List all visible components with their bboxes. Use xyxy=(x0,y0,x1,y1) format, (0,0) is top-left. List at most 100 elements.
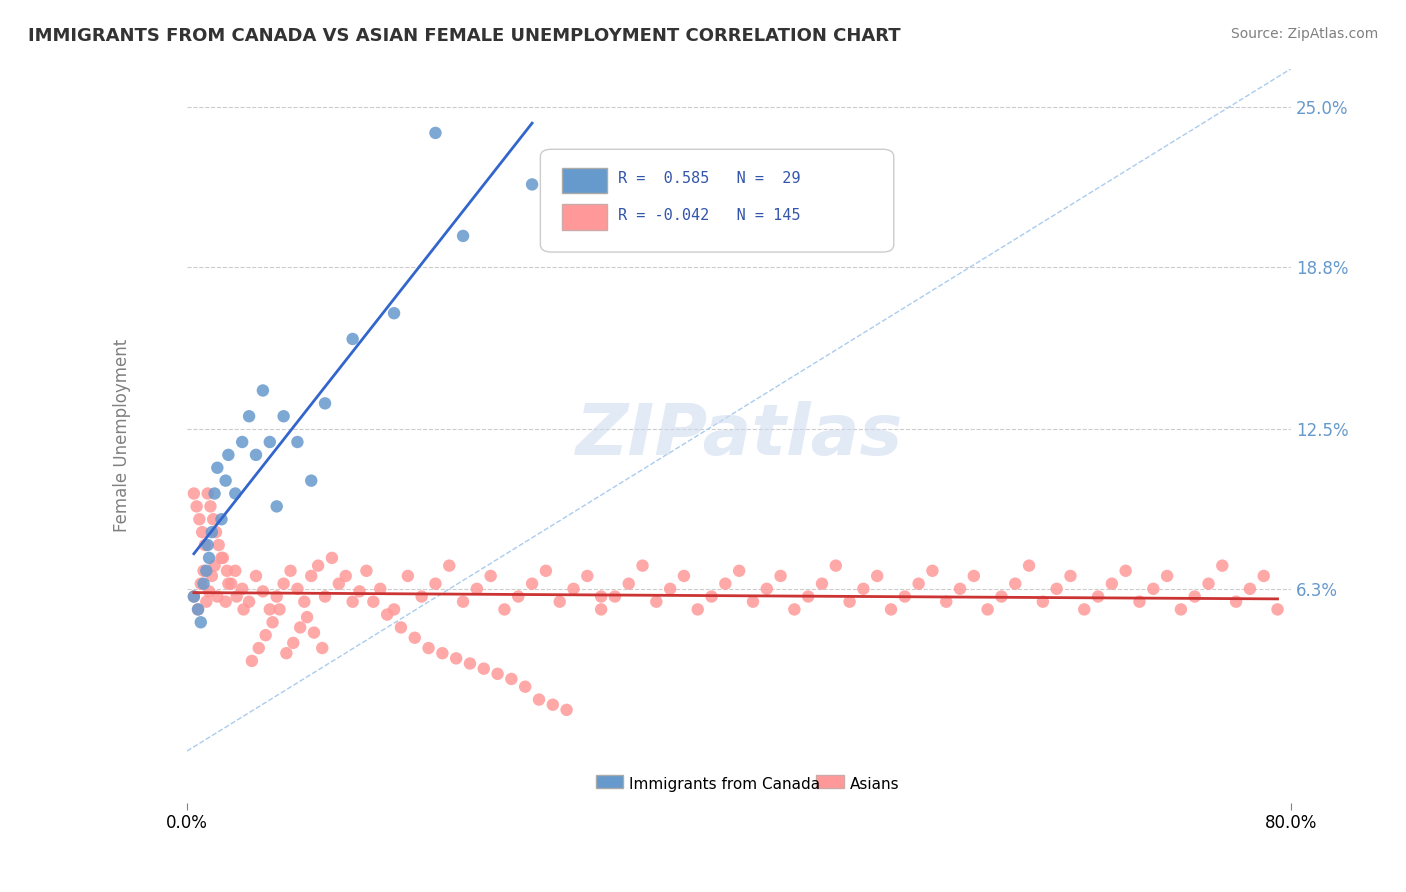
Point xyxy=(838,595,860,609)
Point xyxy=(591,590,613,604)
Point xyxy=(451,595,474,609)
Point xyxy=(187,602,209,616)
Point xyxy=(425,126,447,140)
Point xyxy=(292,595,315,609)
Point xyxy=(418,641,440,656)
Point xyxy=(231,435,253,450)
Point xyxy=(755,582,778,596)
Point xyxy=(852,582,875,596)
Point xyxy=(479,569,502,583)
Point xyxy=(672,569,695,583)
Point xyxy=(188,512,211,526)
FancyBboxPatch shape xyxy=(540,149,894,252)
Point xyxy=(411,590,433,604)
Text: Source: ZipAtlas.com: Source: ZipAtlas.com xyxy=(1230,27,1378,41)
Point xyxy=(645,595,668,609)
Point xyxy=(314,396,336,410)
Point xyxy=(576,569,599,583)
Point xyxy=(299,569,322,583)
Point xyxy=(363,595,385,609)
Point xyxy=(534,564,557,578)
Point xyxy=(921,564,943,578)
Point xyxy=(321,550,343,565)
Point xyxy=(217,576,239,591)
Point xyxy=(197,538,219,552)
Point xyxy=(515,680,537,694)
Point xyxy=(465,582,488,596)
Point xyxy=(198,550,221,565)
Point xyxy=(212,550,235,565)
Point xyxy=(396,569,419,583)
Point xyxy=(1198,576,1220,591)
Point xyxy=(963,569,986,583)
Point xyxy=(314,590,336,604)
Point xyxy=(201,525,224,540)
Point xyxy=(190,615,212,630)
Point xyxy=(1073,602,1095,616)
Point xyxy=(204,558,226,573)
Point xyxy=(368,582,391,596)
Point xyxy=(219,576,242,591)
Point xyxy=(1018,558,1040,573)
Point xyxy=(262,615,284,630)
Point xyxy=(1004,576,1026,591)
Point xyxy=(494,602,516,616)
Point xyxy=(1087,590,1109,604)
Text: IMMIGRANTS FROM CANADA VS ASIAN FEMALE UNEMPLOYMENT CORRELATION CHART: IMMIGRANTS FROM CANADA VS ASIAN FEMALE U… xyxy=(28,27,901,45)
Point xyxy=(444,651,467,665)
Point xyxy=(894,590,917,604)
Point xyxy=(245,448,267,462)
Point xyxy=(520,178,543,192)
Point xyxy=(1032,595,1054,609)
Point xyxy=(1101,576,1123,591)
Point xyxy=(686,602,709,616)
Point xyxy=(208,538,231,552)
Point xyxy=(252,384,274,398)
Point xyxy=(451,229,474,244)
Point xyxy=(287,582,309,596)
Point xyxy=(266,590,288,604)
Point xyxy=(207,590,229,604)
Point xyxy=(769,569,792,583)
Point xyxy=(631,558,654,573)
Point xyxy=(205,525,228,540)
Point xyxy=(501,672,523,686)
Point xyxy=(204,486,226,500)
Point xyxy=(548,595,571,609)
Point xyxy=(211,512,233,526)
Point xyxy=(252,584,274,599)
Point xyxy=(389,620,412,634)
Bar xyxy=(562,168,606,194)
Point xyxy=(1239,582,1261,596)
Point xyxy=(231,582,253,596)
Point xyxy=(193,564,215,578)
Point xyxy=(714,576,737,591)
Point xyxy=(214,595,236,609)
Point xyxy=(935,595,957,609)
Text: ZIPatlas: ZIPatlas xyxy=(575,401,903,470)
Point xyxy=(311,641,333,656)
Point xyxy=(217,448,239,462)
Point xyxy=(295,610,318,624)
Point xyxy=(198,584,221,599)
Point xyxy=(190,576,212,591)
Point xyxy=(356,564,378,578)
Point xyxy=(425,576,447,591)
Point xyxy=(949,582,972,596)
Point xyxy=(225,590,247,604)
Point xyxy=(214,474,236,488)
Point xyxy=(187,602,209,616)
Point xyxy=(617,576,640,591)
Point xyxy=(700,590,723,604)
Point xyxy=(1156,569,1178,583)
Point xyxy=(824,558,846,573)
Point xyxy=(797,590,820,604)
Point xyxy=(432,646,454,660)
Point xyxy=(1059,569,1081,583)
Point xyxy=(245,569,267,583)
Bar xyxy=(817,774,844,788)
Point xyxy=(1225,595,1247,609)
Point xyxy=(254,628,277,642)
Point xyxy=(603,590,626,604)
Point xyxy=(472,662,495,676)
